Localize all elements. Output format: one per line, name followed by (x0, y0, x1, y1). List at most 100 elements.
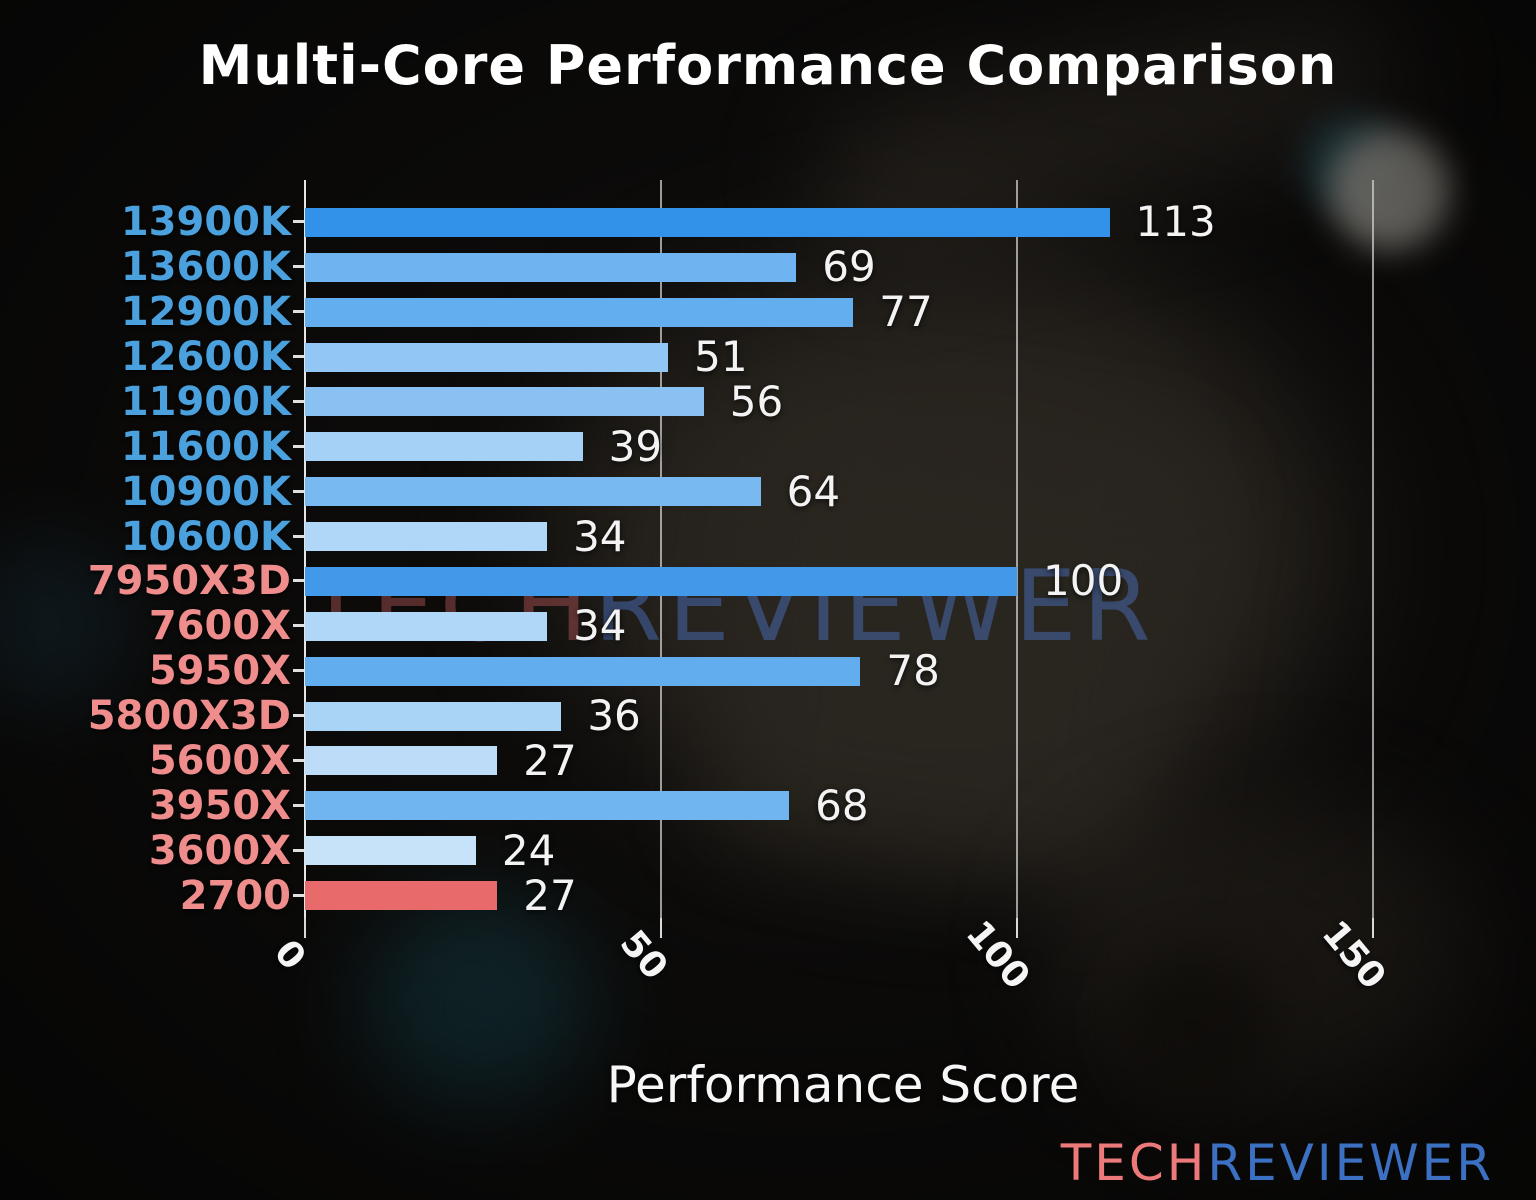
logo-tech: TECH (1060, 1134, 1208, 1192)
y-axis-label-11600K: 11600K (120, 423, 291, 470)
y-axis-label-13900K: 13900K (120, 199, 291, 246)
value-label-11900K: 56 (729, 376, 784, 426)
y-tick-mark-5950X (293, 669, 304, 673)
y-label-row-11900K: 11900K (0, 378, 304, 425)
y-tick-mark-11600K (293, 444, 304, 448)
y-axis-label-3950X: 3950X (148, 782, 291, 829)
bar-row-5950X: 78 (305, 649, 1461, 694)
y-label-row-3950X: 3950X (0, 782, 304, 829)
y-tick-mark-5600X (293, 758, 304, 762)
y-tick-mark-12900K (293, 310, 304, 314)
y-label-row-2700: 2700 (0, 872, 304, 919)
y-axis-label-12900K: 12900K (120, 289, 291, 336)
x-tick-mark-50 (660, 918, 662, 938)
bar-row-5800X3D: 36 (305, 694, 1461, 739)
y-tick-mark-11900K (293, 399, 304, 403)
x-tick-label-text: 100 (957, 913, 1038, 998)
y-label-row-10900K: 10900K (0, 469, 304, 514)
bar-rows: 113 69 77 51 56 39 64 34 100 34 78 36 27 68 24 27 (305, 200, 1461, 918)
y-tick-mark-10600K (293, 534, 304, 538)
y-axis-label-7950X3D: 7950X3D (87, 558, 291, 605)
y-tick-mark-13600K (293, 265, 304, 269)
bar-row-10600K: 34 (305, 514, 1461, 559)
plot-area: 113 69 77 51 56 39 64 34 100 34 78 36 27 68 24 27 0 50 10… (266, 180, 1461, 1114)
y-tick-mark-12600K (293, 355, 304, 359)
bar-row-11900K: 56 (305, 380, 1461, 425)
bar-row-13900K: 113 (305, 200, 1461, 245)
bar-12900K (305, 297, 854, 327)
y-label-row-5600X: 5600X (0, 739, 304, 784)
value-label-12600K: 51 (694, 332, 748, 382)
y-axis-label-11900K: 11900K (120, 378, 291, 425)
background-screw-shadow (1120, 950, 1270, 1100)
bar-row-5600X: 27 (305, 739, 1461, 784)
y-label-row-5950X: 5950X (0, 648, 304, 695)
bar-3600X (305, 836, 476, 866)
y-axis-label-3600X: 3600X (148, 827, 291, 874)
value-label-7600X: 34 (573, 601, 627, 651)
y-tick-mark-3950X (293, 803, 304, 807)
y-axis-label-2700: 2700 (179, 872, 291, 919)
bar-row-7950X3D: 100 (305, 559, 1461, 604)
x-tick-mark-150 (1372, 918, 1374, 938)
bar-row-12600K: 51 (305, 335, 1461, 380)
y-axis-label-5800X3D: 5800X3D (87, 693, 291, 740)
y-tick-mark-13900K (293, 220, 304, 224)
bar-row-7600X: 34 (305, 604, 1461, 649)
bar-10600K (305, 522, 548, 552)
y-tick-mark-7950X3D (293, 579, 304, 583)
bar-row-11600K: 39 (305, 424, 1461, 469)
y-axis-label-10600K: 10600K (120, 513, 291, 560)
y-label-row-12600K: 12600K (0, 334, 304, 381)
x-tick-label-text: 0 (265, 932, 314, 979)
value-label-13900K: 113 (1135, 197, 1216, 247)
value-label-10900K: 64 (786, 466, 841, 516)
y-label-row-7600X: 7600X (0, 603, 304, 650)
y-label-row-11600K: 11600K (0, 423, 304, 470)
y-label-row-7950X3D: 7950X3D (0, 558, 304, 605)
value-label-13600K: 69 (822, 242, 876, 292)
x-tick-label-text: 150 (1313, 913, 1394, 998)
y-tick-mark-3600X (293, 848, 304, 852)
y-label-row-13900K: 13900K (0, 199, 304, 246)
y-label-row-12900K: 12900K (0, 289, 304, 336)
value-label-12900K: 77 (879, 287, 933, 337)
bar-row-13600K: 69 (305, 245, 1461, 290)
y-tick-mark-5800X3D (293, 714, 304, 718)
y-axis-label-5950X: 5950X (148, 648, 291, 695)
x-tick-mark-0 (304, 918, 306, 938)
bar-12600K (305, 342, 669, 372)
bar-3950X (305, 791, 790, 821)
bar-5800X3D (305, 701, 562, 731)
logo-reviewer: REVIEWER (1207, 1134, 1494, 1192)
bar-row-10900K: 64 (305, 469, 1461, 514)
bar-11900K (305, 387, 704, 417)
bar-13900K (305, 207, 1110, 237)
bar-row-3600X: 24 (305, 828, 1461, 873)
y-label-row-5800X3D: 5800X3D (0, 693, 304, 740)
value-label-10600K: 34 (573, 511, 627, 561)
y-axis-label-12600K: 12600K (120, 334, 291, 381)
value-label-11600K: 39 (608, 421, 663, 471)
bar-11600K (305, 432, 583, 462)
techreviewer-logo: TECHREVIEWER (1061, 1134, 1494, 1192)
y-tick-mark-2700 (293, 893, 304, 897)
value-label-3600X: 24 (501, 825, 556, 875)
background-bokeh-teal-rim (1305, 115, 1400, 210)
bar-7600X (305, 611, 548, 641)
y-label-row-13600K: 13600K (0, 244, 304, 291)
y-axis-label-7600X: 7600X (148, 603, 291, 650)
y-tick-mark-10900K (293, 489, 304, 493)
bar-10900K (305, 477, 761, 507)
bar-7950X3D (305, 566, 1017, 596)
value-label-3950X: 68 (815, 780, 869, 830)
y-label-row-3600X: 3600X (0, 827, 304, 874)
y-tick-mark-7600X (293, 624, 304, 628)
bar-5950X (305, 656, 861, 686)
x-axis-title: Performance Score (606, 1056, 1080, 1114)
x-tick-label-text: 50 (611, 922, 676, 988)
bar-13600K (305, 252, 797, 282)
bar-row-2700: 27 (305, 873, 1461, 918)
value-label-5600X: 27 (523, 735, 577, 785)
y-axis-label-13600K: 13600K (120, 244, 291, 291)
